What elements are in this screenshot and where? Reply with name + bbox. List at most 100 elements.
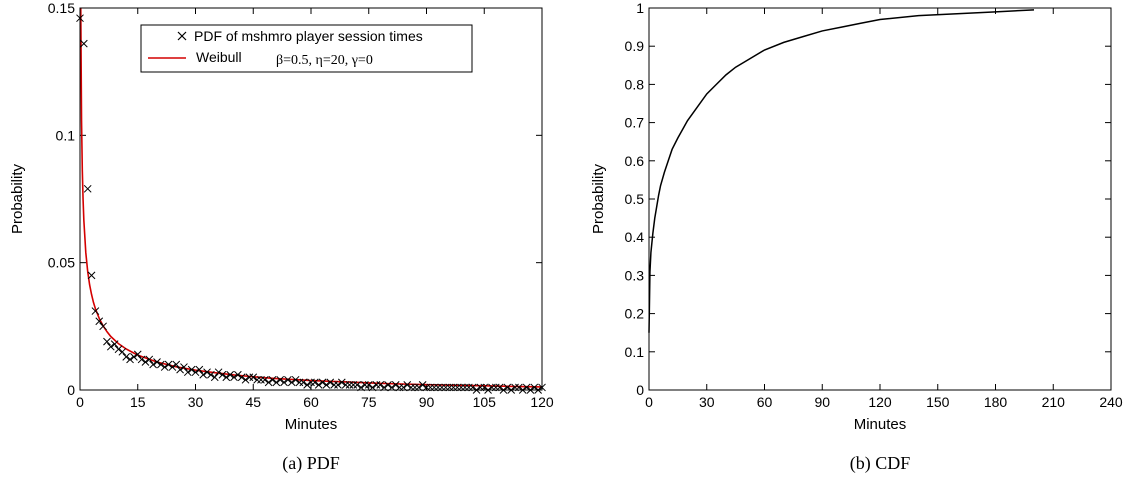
- y-tick-label: 0.1: [625, 344, 645, 360]
- pdf-data-point: [210, 373, 219, 382]
- pdf-data-point: [260, 375, 269, 384]
- pdf-data-point: [280, 378, 288, 387]
- pdf-data-point: [191, 368, 200, 377]
- y-tick-label: 0.1: [56, 127, 76, 143]
- x-tick-label: 15: [130, 394, 146, 410]
- y-tick-label: 0.8: [625, 76, 645, 92]
- pdf-legend: PDF of mshmro player session times Weibu…: [140, 24, 473, 73]
- pdf-data-point: [126, 355, 134, 364]
- y-tick-label: 0.4: [625, 229, 645, 245]
- pdf-data-point: [103, 337, 111, 346]
- pdf-data-point: [203, 368, 211, 377]
- pdf-data-point: [257, 375, 265, 384]
- cdf-ticks: 0 30 60 90 120 150 180 210 240 0 0.1 0.2 0.3 0.4 0.5 0.…: [625, 0, 1123, 410]
- pdf-y-axis-label: Probability: [9, 163, 26, 234]
- cdf-x-axis-label: Minutes: [854, 416, 907, 433]
- y-tick-label: 0.2: [625, 306, 645, 322]
- x-tick-label: 60: [757, 394, 773, 410]
- x-tick-label: 120: [530, 394, 554, 410]
- x-tick-label: 0: [645, 394, 653, 410]
- pdf-data-point: [153, 358, 161, 366]
- x-tick-label: 60: [303, 394, 319, 410]
- pdf-data-point: [249, 373, 258, 382]
- cdf-y-axis-label: Probability: [590, 163, 607, 234]
- x-tick-label: 105: [473, 394, 497, 410]
- y-tick-label: 0: [67, 382, 75, 398]
- pdf-data-point: [176, 365, 184, 374]
- y-tick-label: 0.7: [625, 115, 645, 131]
- pdf-data-point: [391, 381, 400, 389]
- pdf-data-point: [341, 381, 350, 389]
- pdf-data-point: [230, 373, 238, 382]
- pdf-data-point: [164, 360, 173, 369]
- y-tick-label: 1: [636, 0, 644, 16]
- pdf-data-point: [330, 381, 338, 389]
- pdf-data-point: [291, 375, 300, 384]
- x-tick-label: 180: [984, 394, 1008, 410]
- cdf-line-path: [648, 9, 1035, 333]
- pdf-data-point: [87, 271, 96, 280]
- x-tick-label: 150: [926, 394, 950, 410]
- pdf-data-point: [130, 353, 138, 361]
- pdf-data-point: [79, 39, 88, 48]
- pdf-data-point: [284, 375, 292, 384]
- legend-marker-pdf: [177, 31, 187, 41]
- pdf-data-point: [187, 365, 196, 374]
- pdf-markers: [76, 14, 546, 394]
- pdf-data-point: [384, 381, 392, 389]
- pdf-data-point: [91, 307, 100, 315]
- pdf-data-point: [168, 363, 177, 371]
- pdf-data-point: [345, 381, 354, 389]
- legend-weibull-params: β=0.5, η=20, γ=0: [276, 53, 373, 68]
- pdf-data-point: [145, 355, 154, 364]
- pdf-data-point: [180, 363, 188, 371]
- pdf-data-point: [295, 378, 304, 387]
- pdf-data-point: [122, 353, 131, 361]
- pdf-data-point: [226, 370, 235, 379]
- x-tick-label: 75: [361, 394, 377, 410]
- pdf-ticks: 0 15 30 45 60 75 90 105 120 0 0.05 0.1 0.15: [48, 0, 554, 410]
- pdf-data-point: [137, 355, 146, 364]
- pdf-data-point: [334, 381, 342, 389]
- pdf-panel: 0 15 30 45 60 75 90 105 120 0 0.05 0.1 0.15 PDF of m…: [9, 0, 554, 474]
- cdf-curve: [648, 9, 1035, 333]
- pdf-data-point: [253, 375, 261, 384]
- pdf-data-point: [272, 378, 281, 387]
- pdf-data-point: [326, 378, 335, 387]
- y-tick-label: 0.05: [48, 255, 75, 271]
- y-tick-label: 0.9: [625, 38, 645, 54]
- x-tick-label: 0: [76, 394, 84, 410]
- pdf-data-point: [199, 370, 208, 379]
- pdf-data-point: [195, 365, 204, 374]
- pdf-data-point: [233, 370, 242, 379]
- pdf-data-point: [95, 317, 104, 326]
- weibull-line-path: [79, 8, 543, 388]
- pdf-data-point: [276, 375, 285, 384]
- pdf-data-point: [361, 381, 369, 389]
- pdf-data-point: [264, 378, 273, 387]
- y-tick-label: 0: [636, 382, 644, 398]
- x-tick-label: 210: [1042, 394, 1066, 410]
- x-tick-label: 30: [188, 394, 204, 410]
- pdf-data-point: [83, 184, 92, 193]
- pdf-data-point: [349, 381, 358, 389]
- pdf-data-point: [237, 373, 246, 382]
- x-tick-label: 90: [814, 394, 830, 410]
- cdf-panel: 0 30 60 90 120 150 180 210 240 0 0.1 0.2 0.3 0.4 0.5 0.…: [590, 0, 1123, 474]
- pdf-data-point: [376, 381, 385, 389]
- pdf-data-point: [141, 358, 150, 366]
- pdf-data-point: [114, 345, 123, 354]
- pdf-x-axis-label: Minutes: [285, 416, 338, 433]
- x-tick-label: 90: [419, 394, 435, 410]
- pdf-data-point: [99, 322, 107, 331]
- cdf-caption: (b) CDF: [850, 453, 911, 474]
- legend-label-pdf: PDF of mshmro player session times: [194, 28, 423, 44]
- pdf-data-point: [310, 378, 319, 387]
- legend-box: [140, 24, 473, 73]
- x-tick-label: 240: [1099, 394, 1123, 410]
- pdf-data-point: [353, 381, 362, 389]
- pdf-data-point: [245, 373, 254, 382]
- y-tick-label: 0.6: [625, 153, 645, 169]
- y-tick-label: 0.5: [625, 191, 645, 207]
